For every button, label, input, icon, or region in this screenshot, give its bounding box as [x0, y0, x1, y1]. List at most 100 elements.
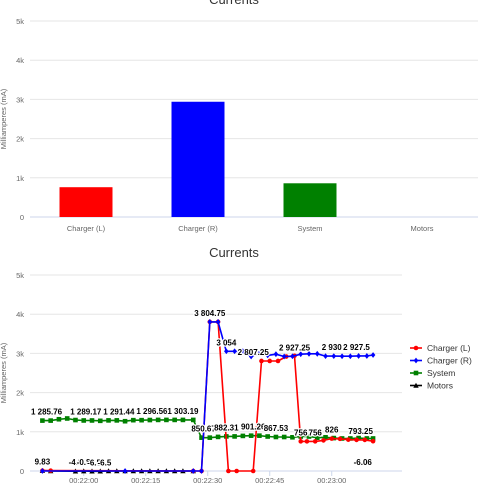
data-point: [364, 353, 370, 359]
x-tick-label: 00:22:15: [131, 476, 160, 485]
data-point: [248, 353, 254, 360]
x-tick-label: 00:22:30: [193, 476, 222, 485]
data-point: [331, 353, 337, 360]
data-point: [257, 433, 262, 438]
data-point: [306, 350, 312, 357]
data-point: [265, 352, 270, 359]
y-axis-label: Milliamperes (mA): [0, 88, 8, 149]
data-point: [122, 418, 128, 424]
data-point: [224, 348, 229, 355]
data-point: [240, 433, 246, 439]
y-tick-label: 0: [20, 213, 24, 222]
data-point: [413, 345, 419, 351]
data-point: [155, 417, 161, 423]
data-label: 901.26: [241, 423, 266, 432]
series-group: [40, 318, 376, 474]
data-point: [339, 353, 345, 360]
data-point: [131, 417, 136, 423]
data-point: [48, 418, 53, 423]
data-point: [348, 436, 353, 441]
data-point: [370, 352, 376, 358]
x-category-label: System: [297, 224, 322, 233]
bar: [171, 101, 225, 217]
data-point: [259, 358, 264, 364]
data-point: [356, 435, 361, 441]
data-point: [73, 417, 78, 423]
data-point: [329, 436, 335, 441]
data-point: [240, 348, 246, 355]
data-point: [172, 417, 177, 423]
data-label: -6.5: [87, 458, 101, 467]
data-point: [97, 418, 103, 424]
x-tick-label: 00:23:00: [317, 476, 346, 485]
legend-item-label: Charger (R): [427, 356, 472, 366]
data-label: 3 804.75: [194, 309, 226, 318]
data-point: [81, 418, 87, 423]
data-point: [413, 382, 419, 388]
x-category-label: Charger (L): [67, 224, 106, 233]
bar: [59, 187, 113, 217]
legend-item-label: Charger (L): [427, 343, 471, 353]
data-point: [139, 417, 144, 423]
data-point: [356, 353, 361, 359]
data-point: [298, 351, 304, 358]
data-point: [273, 351, 279, 358]
legend-item-label: System: [427, 368, 455, 378]
chart-title: Currents: [209, 245, 259, 260]
data-label: 1 289.17: [70, 407, 102, 416]
data-point: [190, 468, 196, 474]
y-tick-label: 5k: [16, 17, 24, 26]
data-point: [40, 418, 45, 423]
data-point: [267, 358, 273, 364]
data-point: [64, 416, 70, 421]
data-point: [354, 437, 359, 443]
data-label: 1 303.19: [167, 407, 199, 416]
data-label: -6.06: [354, 458, 373, 467]
data-point: [304, 439, 310, 444]
x-tick-label: 00:22:00: [69, 476, 98, 485]
data-point: [281, 353, 287, 360]
x-tick-label: 00:22:45: [255, 476, 284, 485]
y-tick-label: 2k: [16, 135, 24, 144]
data-point: [215, 434, 221, 440]
data-point: [273, 434, 279, 440]
data-point: [122, 468, 128, 474]
data-point: [232, 434, 237, 439]
bar-chart: Currents 0 1k 2k 3k 4k 5k Milliamperes (mA) Char…: [0, 0, 478, 233]
y-tick-label: 1k: [16, 428, 24, 437]
series-group: [40, 416, 376, 441]
data-label: 1 285.76: [31, 408, 63, 417]
y-tick-label: 3k: [16, 349, 24, 358]
data-point: [207, 435, 213, 440]
data-label: 882.31: [214, 423, 239, 432]
data-point: [250, 468, 256, 474]
data-label: 756: [309, 428, 323, 437]
data-point: [106, 418, 111, 423]
y-tick-label: 2k: [16, 389, 24, 398]
data-point: [321, 438, 326, 443]
data-point: [312, 439, 318, 444]
data-point: [180, 417, 186, 423]
data-point: [290, 434, 295, 440]
data-label: 1 291.44: [103, 407, 135, 416]
data-point: [257, 350, 262, 357]
bar: [283, 183, 337, 217]
data-point: [345, 437, 351, 442]
data-point: [364, 436, 370, 441]
legend-item-label: Motors: [427, 381, 453, 391]
data-point: [362, 437, 368, 443]
y-axis-label: Milliamperes (mA): [0, 342, 8, 403]
data-point: [323, 434, 328, 440]
data-label: 2 927.5: [343, 343, 370, 352]
data-point: [114, 418, 120, 423]
data-point: [370, 438, 376, 444]
data-point: [314, 435, 320, 440]
data-point: [232, 348, 237, 355]
data-point: [89, 418, 95, 423]
data-label: 2 930: [322, 343, 343, 352]
data-point: [147, 417, 153, 423]
x-category-label: Charger (R): [178, 224, 218, 233]
x-category-label: Motors: [411, 224, 434, 233]
data-point: [265, 434, 270, 439]
